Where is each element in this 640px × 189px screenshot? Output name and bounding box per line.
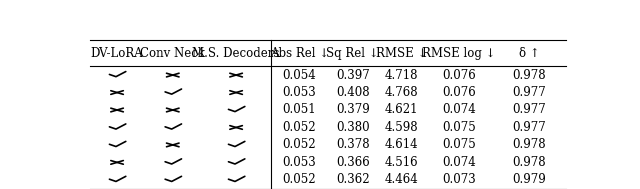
Text: 0.075: 0.075: [442, 121, 476, 134]
Text: 0.977: 0.977: [512, 104, 546, 116]
Text: 0.979: 0.979: [512, 173, 546, 186]
Text: 0.978: 0.978: [513, 138, 546, 151]
Text: 0.074: 0.074: [442, 104, 476, 116]
Text: Abs Rel ↓: Abs Rel ↓: [270, 47, 329, 60]
Text: 0.379: 0.379: [336, 104, 370, 116]
Text: δ ↑: δ ↑: [519, 47, 540, 60]
Text: 0.051: 0.051: [283, 104, 316, 116]
Text: 0.366: 0.366: [336, 156, 370, 169]
Text: 0.977: 0.977: [512, 86, 546, 99]
Text: RMSE ↓: RMSE ↓: [376, 47, 428, 60]
Text: 0.052: 0.052: [283, 173, 316, 186]
Text: 0.074: 0.074: [442, 156, 476, 169]
Text: 0.073: 0.073: [442, 173, 476, 186]
Text: 0.053: 0.053: [282, 86, 316, 99]
Text: 4.718: 4.718: [385, 69, 419, 82]
Text: Conv Neck: Conv Neck: [140, 47, 205, 60]
Text: 4.614: 4.614: [385, 138, 419, 151]
Text: 0.978: 0.978: [513, 69, 546, 82]
Text: 4.768: 4.768: [385, 86, 419, 99]
Text: 4.516: 4.516: [385, 156, 419, 169]
Text: 0.075: 0.075: [442, 138, 476, 151]
Text: 0.076: 0.076: [442, 86, 476, 99]
Text: 0.408: 0.408: [336, 86, 369, 99]
Text: Sq Rel ↓: Sq Rel ↓: [326, 47, 379, 60]
Text: 0.052: 0.052: [283, 121, 316, 134]
Text: 0.053: 0.053: [282, 156, 316, 169]
Text: 0.054: 0.054: [282, 69, 316, 82]
Text: 0.977: 0.977: [512, 121, 546, 134]
Text: 0.076: 0.076: [442, 69, 476, 82]
Text: 0.052: 0.052: [283, 138, 316, 151]
Text: DV-LoRA: DV-LoRA: [91, 47, 143, 60]
Text: 0.978: 0.978: [513, 156, 546, 169]
Text: M.S. Decoders: M.S. Decoders: [193, 47, 280, 60]
Text: 0.380: 0.380: [336, 121, 369, 134]
Text: 0.397: 0.397: [336, 69, 370, 82]
Text: 4.598: 4.598: [385, 121, 419, 134]
Text: RMSE log ↓: RMSE log ↓: [422, 47, 496, 60]
Text: 0.378: 0.378: [336, 138, 369, 151]
Text: 4.464: 4.464: [385, 173, 419, 186]
Text: 0.362: 0.362: [336, 173, 369, 186]
Text: 4.621: 4.621: [385, 104, 419, 116]
